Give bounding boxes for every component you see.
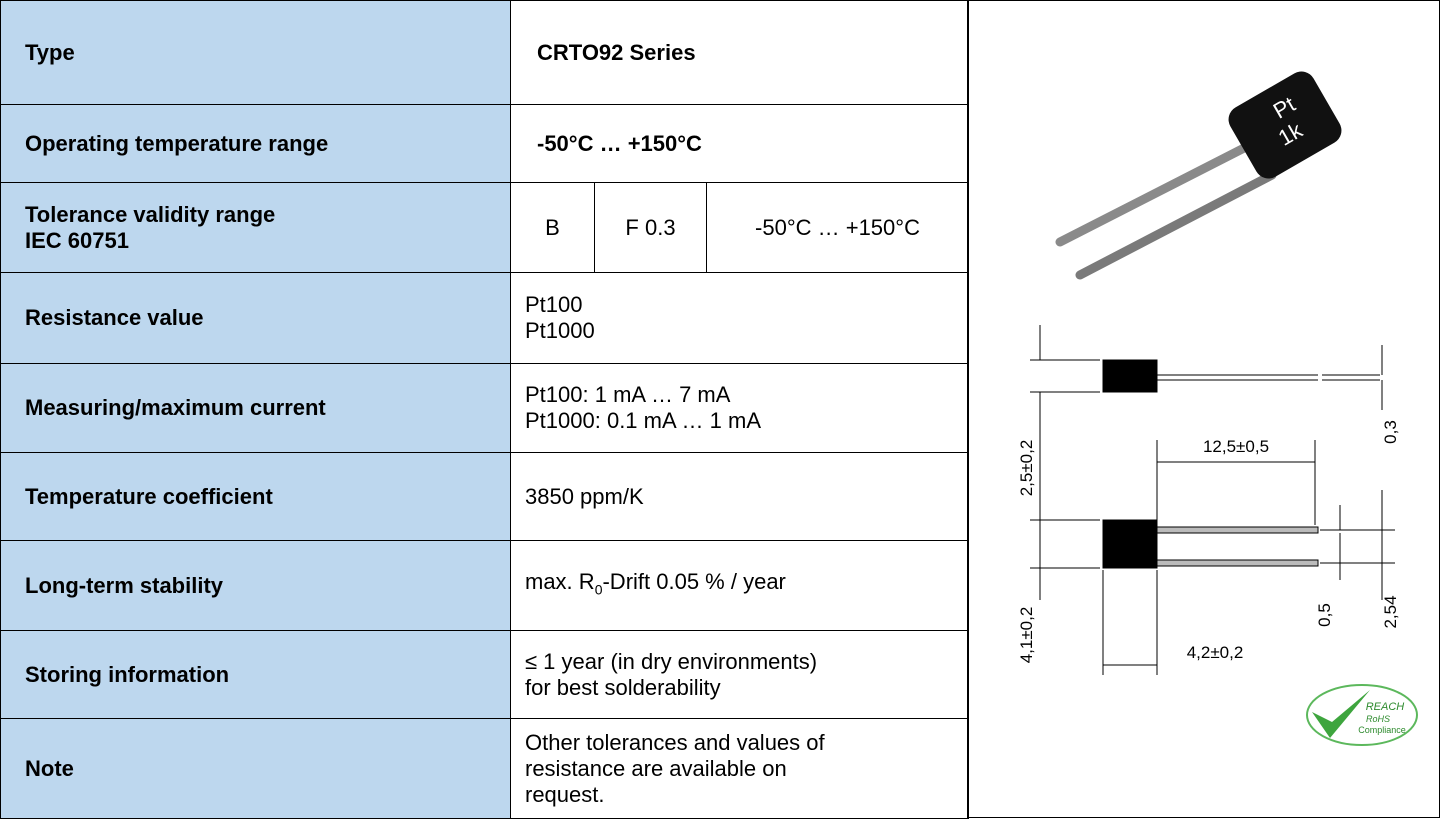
value-cell: -50°C … +150°C: [706, 182, 969, 273]
text-line: -50°C … +150°C: [537, 131, 968, 157]
value-cell: CRTO92 Series: [510, 0, 969, 105]
value-cell: -50°C … +150°C: [510, 104, 969, 183]
text-line: -50°C … +150°C: [755, 215, 920, 241]
text-line: resistance are available on: [525, 756, 968, 782]
text-line: Pt1000: 0.1 mA … 1 mA: [525, 408, 968, 434]
row-label: Type: [0, 0, 511, 105]
value-cell: ≤ 1 year (in dry environments)for best s…: [510, 630, 969, 719]
text-line: Temperature coefficient: [25, 484, 510, 510]
text-line: B: [545, 215, 560, 241]
text-line: IEC 60751: [25, 228, 510, 254]
value-cell: F 0.3: [594, 182, 707, 273]
text-line: Pt100: 1 mA … 7 mA: [525, 382, 968, 408]
text-line: Other tolerances and values of: [525, 730, 968, 756]
row-label: Long-term stability: [0, 540, 511, 631]
text-line: Operating temperature range: [25, 131, 510, 157]
text-line: Measuring/maximum current: [25, 395, 510, 421]
text-line: ≤ 1 year (in dry environments): [525, 649, 968, 675]
text-line: Long-term stability: [25, 573, 510, 599]
row-label: Temperature coefficient: [0, 452, 511, 541]
text-part: -Drift 0.05 % / year: [602, 569, 785, 594]
text-part: max. R: [525, 569, 595, 594]
row-label: Measuring/maximum current: [0, 363, 511, 453]
text-line: 3850 ppm/K: [525, 484, 968, 510]
text-line: Resistance value: [25, 305, 510, 331]
row-label: Storing information: [0, 630, 511, 719]
text-line: Storing information: [25, 662, 510, 688]
text-line: F 0.3: [625, 215, 675, 241]
text-line: Pt100: [525, 292, 968, 318]
value-cell: max. R0-Drift 0.05 % / year: [510, 540, 969, 631]
value-cell: B: [510, 182, 595, 273]
text-line: request.: [525, 782, 968, 808]
text-line: for best solderability: [525, 675, 968, 701]
text-line: Pt1000: [525, 318, 968, 344]
row-label: Resistance value: [0, 272, 511, 364]
figure-cell: [967, 0, 1440, 818]
text-line: Tolerance validity range: [25, 202, 510, 228]
text-line: Note: [25, 756, 510, 782]
text-line: max. R0-Drift 0.05 % / year: [525, 569, 968, 602]
row-label: Note: [0, 718, 511, 819]
page: Type CRTO92 Series Operating temperature r…: [0, 0, 1440, 818]
value-cell: 3850 ppm/K: [510, 452, 969, 541]
text-line: Type: [25, 40, 510, 66]
text-line: CRTO92 Series: [537, 40, 968, 66]
row-label: Operating temperature range: [0, 104, 511, 183]
